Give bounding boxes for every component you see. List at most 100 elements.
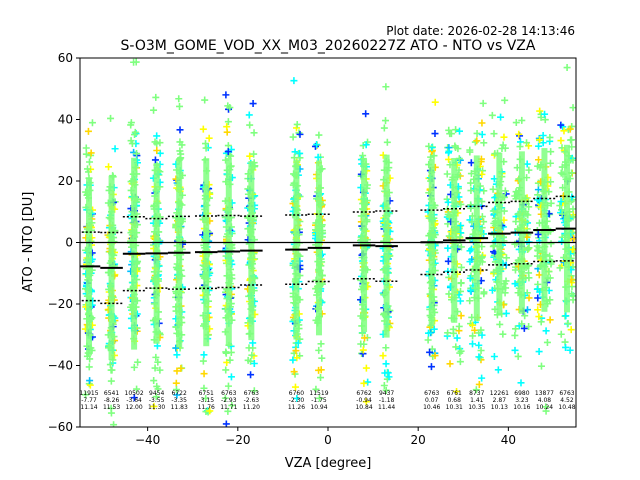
scatter-point <box>152 393 160 401</box>
scatter-point <box>107 377 115 385</box>
scatter-point <box>543 338 551 346</box>
scatter-point <box>535 156 543 164</box>
stat-std-label: 10.46 <box>423 404 440 411</box>
scatter-point <box>479 99 487 107</box>
scatter-point <box>494 366 502 374</box>
scatter-point <box>296 130 304 138</box>
scatter-point <box>457 243 465 251</box>
stat-std-label: 11.20 <box>243 404 260 411</box>
scatter-point <box>478 331 486 339</box>
scatter-point <box>245 111 253 119</box>
scatter-point <box>247 357 255 365</box>
scatter-point <box>567 326 575 334</box>
scatter-point <box>557 330 565 338</box>
scatter-point <box>512 218 520 226</box>
scatter-point <box>511 346 519 354</box>
scatter-point <box>224 118 232 126</box>
scatter-point <box>150 402 158 410</box>
x-tick-label: 0 <box>324 433 332 447</box>
scatter-point <box>456 127 464 135</box>
scatter-point <box>317 340 325 348</box>
scatter-point <box>382 360 390 368</box>
scatter-point <box>364 378 372 386</box>
stat-count-label: 6980 <box>514 390 529 397</box>
stat-count-label: 11915 <box>79 390 98 397</box>
scatter-point <box>202 144 210 152</box>
scatter-point <box>562 343 570 351</box>
scatter-point <box>291 383 299 391</box>
scatter-point <box>523 306 531 314</box>
scatter-point <box>490 352 498 360</box>
y-tick-label: −60 <box>48 420 73 434</box>
scatter-point <box>547 199 555 207</box>
stat-mean-label: -3.55 <box>149 397 165 404</box>
y-axis: −60 −40 −20 0 20 40 60 <box>48 51 80 434</box>
stat-count-label: 9454 <box>149 390 164 397</box>
scatter-point <box>127 119 135 127</box>
stat-mean-label: -7.77 <box>81 397 97 404</box>
scatter-point <box>86 377 94 385</box>
scatter-point <box>501 187 509 195</box>
scatter-point <box>457 222 465 230</box>
stat-mean-label: -2.30 <box>289 397 305 404</box>
stat-std-label: 10.84 <box>355 404 372 411</box>
scatter-point <box>546 227 554 235</box>
scatter-point <box>200 370 208 378</box>
scatter-point <box>569 104 576 112</box>
scatter-point <box>427 363 435 371</box>
stat-std-label: 11.76 <box>198 404 215 411</box>
stat-mean-label: -3.35 <box>171 397 187 404</box>
scatter-point <box>536 136 544 144</box>
y-axis-label: ATO - NTO [DU] <box>21 192 36 293</box>
scatter-point <box>471 326 479 334</box>
scatter-point <box>566 346 574 354</box>
scatter-point <box>431 130 439 138</box>
scatter-point <box>105 163 113 171</box>
scatter-point <box>500 133 508 141</box>
scatter-point <box>537 362 545 370</box>
scatter-point <box>466 258 474 266</box>
scatter-point <box>511 280 519 288</box>
scatter-point <box>566 125 574 133</box>
scatter-point <box>478 374 486 382</box>
scatter-point <box>361 334 369 342</box>
scatter-point <box>539 132 547 140</box>
scatter-point <box>517 379 525 387</box>
scatter-point <box>246 152 254 160</box>
scatter-point <box>457 263 465 271</box>
scatter-point <box>173 351 181 359</box>
scatter-point <box>467 179 475 187</box>
scatter-point <box>133 150 141 158</box>
scatter-point <box>539 139 547 147</box>
scatter-point <box>224 142 232 150</box>
scatter-point <box>467 159 475 167</box>
scatter-point <box>172 379 180 387</box>
scatter-point <box>175 95 183 103</box>
scatter-point <box>224 102 232 110</box>
scatter-point <box>557 198 565 206</box>
scatter-point <box>547 148 555 156</box>
stat-std-label: 10.35 <box>468 404 485 411</box>
scatter-point <box>430 152 438 160</box>
stat-mean-label: 0.07 <box>425 397 439 404</box>
y-tick-label: 20 <box>58 174 73 188</box>
scatter-point <box>537 318 545 326</box>
scatter-point <box>385 373 393 381</box>
scatter-point <box>294 339 302 347</box>
scatter-point <box>86 158 94 166</box>
scatter-point <box>222 366 230 374</box>
stat-count-label: 6722 <box>172 390 187 397</box>
scatter-point <box>560 127 568 135</box>
stat-count-label: 13877 <box>535 390 554 397</box>
stat-mean-label: -0.94 <box>356 397 372 404</box>
scatter-point <box>200 351 208 359</box>
scatter-point <box>199 357 207 365</box>
scatter-point <box>512 119 520 127</box>
x-tick-label: 20 <box>411 433 426 447</box>
scatter-point <box>473 137 481 145</box>
stat-std-label: 11.71 <box>220 404 237 411</box>
scatter-point <box>200 384 208 392</box>
scatter-point <box>156 366 164 374</box>
scatter-point <box>362 364 370 372</box>
scatter-point <box>546 133 554 141</box>
